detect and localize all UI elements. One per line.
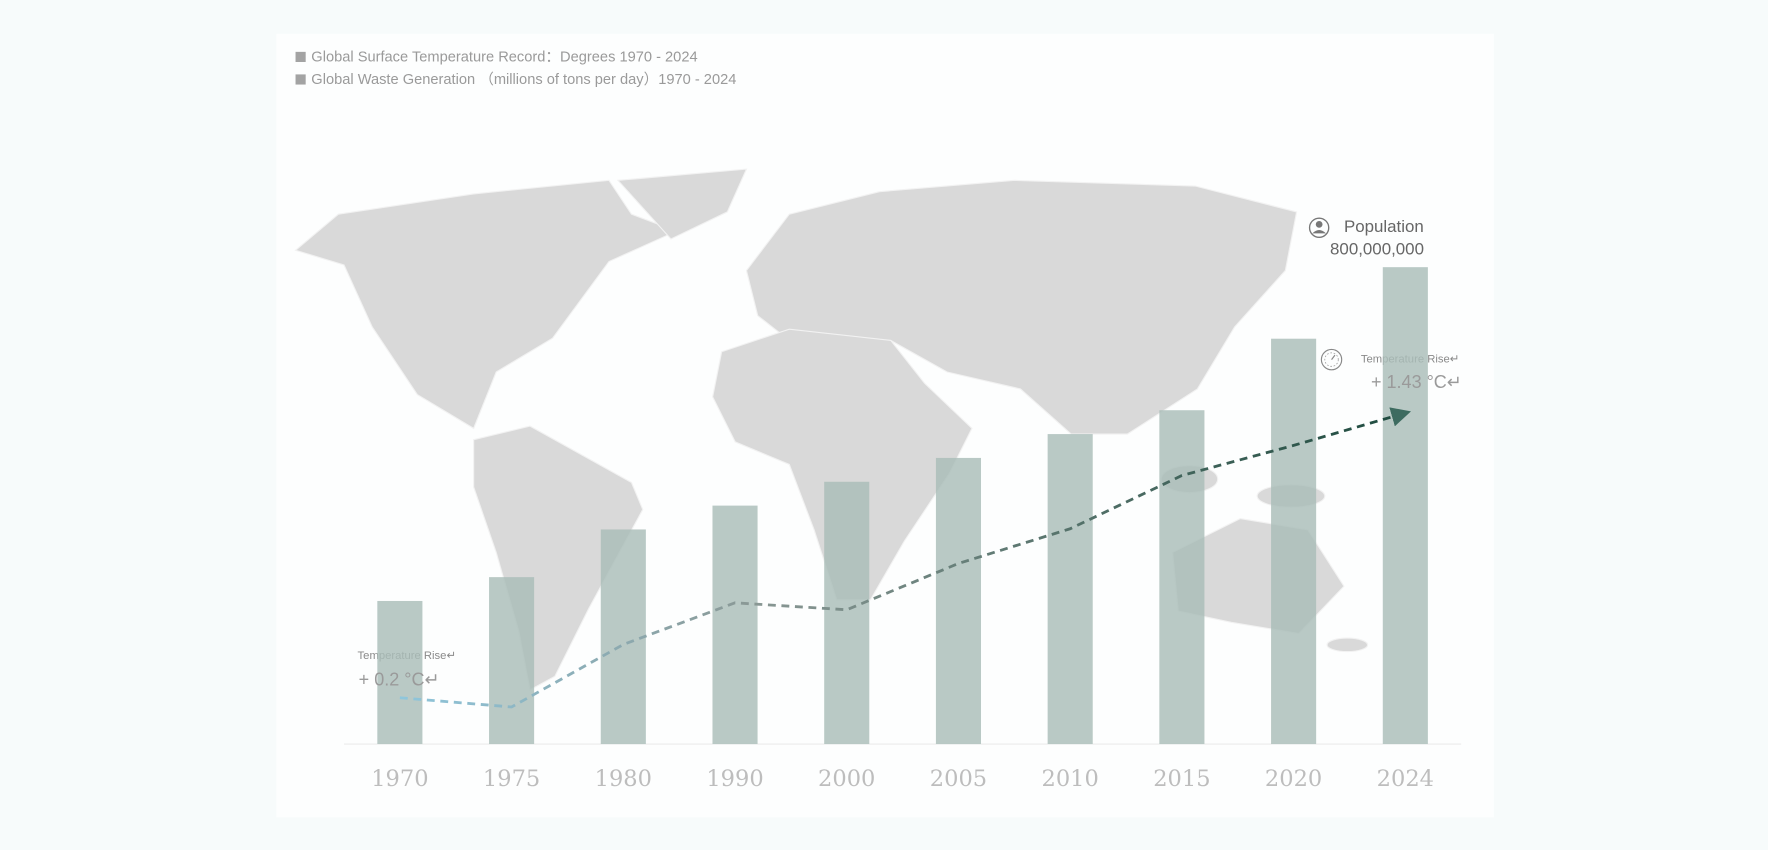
bar: [935, 457, 982, 745]
legend-text: Global Waste Generation （millions of ton…: [311, 71, 736, 88]
legend-swatch: [295, 74, 306, 85]
legend-swatch: [295, 51, 306, 63]
gauge-icon: [1320, 348, 1343, 371]
population-icon: [1308, 217, 1330, 238]
legend-text: Global Surface Temperature Record：Degree…: [311, 49, 697, 65]
x-tick-label: 2020: [1265, 766, 1322, 792]
value-label: + 0.2 °C↵: [359, 670, 440, 690]
world-map: [294, 168, 1369, 691]
bar: [600, 529, 646, 745]
bar: [377, 600, 423, 745]
bar: [824, 481, 870, 745]
x-tick-label: 2015: [1153, 766, 1210, 792]
annotation: 800,000,000: [1330, 240, 1424, 259]
temperature-line: [399, 407, 1412, 709]
x-tick-label: 1970: [371, 766, 428, 792]
bar: [1047, 434, 1093, 745]
value-label: + 1.43 °C↵: [1371, 372, 1462, 392]
bar: [1159, 410, 1205, 745]
x-tick-label: 2000: [818, 766, 875, 792]
bar: [1271, 338, 1317, 745]
x-tick-label: 2024: [1377, 766, 1434, 792]
x-tick-label: 1975: [483, 766, 540, 792]
x-tick-label: 2005: [930, 766, 987, 792]
x-tick-label: 1980: [595, 766, 652, 792]
bar: [489, 577, 535, 745]
bar: [1382, 267, 1428, 745]
bar: [712, 505, 758, 745]
x-tick-label: 1990: [706, 766, 763, 792]
x-tick-label: 2010: [1042, 766, 1099, 792]
annotation: Population: [1344, 217, 1424, 236]
